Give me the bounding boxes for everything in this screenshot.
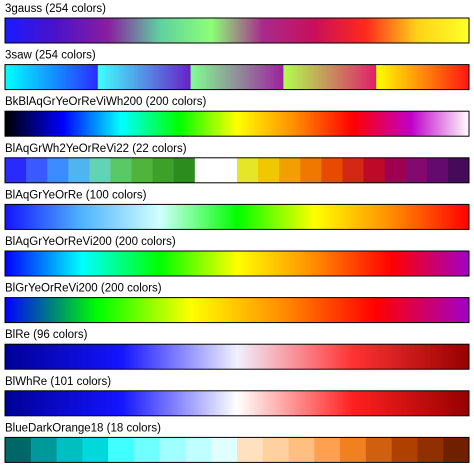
colormap-row: BlAqGrYeOrRe (100 colors) — [4, 189, 470, 230]
colormap-row: BlueDarkOrange18 (18 colors) — [4, 422, 470, 463]
colormap-label: BlAqGrYeOrRe (100 colors) — [5, 189, 147, 201]
colorbar-segment — [391, 437, 419, 463]
colormap-label: BkBlAqGrYeOrReViWh200 (200 colors) — [5, 96, 207, 108]
colormap-row: BlRe (96 colors) — [4, 329, 470, 370]
colormap-label: BlueDarkOrange18 (18 colors) — [5, 422, 161, 434]
colormap-row: BlWhRe (101 colors) — [4, 376, 470, 417]
colorbar-segment — [365, 437, 393, 463]
colorbar-segment — [5, 64, 99, 90]
colorbar-segment — [447, 157, 469, 183]
colorbar-segment — [190, 64, 284, 90]
colorbar-segment — [237, 157, 259, 183]
colorbar-segment — [443, 437, 469, 463]
colorbar-frame — [4, 157, 470, 184]
colormap-row: BkBlAqGrYeOrReViWh200 (200 colors) — [4, 96, 470, 137]
colorbar-segment — [279, 157, 301, 183]
colorbar-frame — [4, 297, 470, 324]
colorbar-frame — [4, 110, 470, 137]
colormap-label: 3saw (254 colors) — [5, 50, 96, 62]
colorbar-segment — [314, 437, 341, 463]
colorbar-segment — [376, 64, 469, 90]
colorbar-segment — [5, 111, 469, 137]
colorbar-segment — [283, 64, 377, 90]
colorbar-segment — [215, 157, 238, 183]
colorbar-segment — [56, 437, 83, 463]
colorbar-segment — [5, 251, 469, 276]
colorbar-segment — [5, 157, 27, 183]
colorbar-segment — [258, 157, 280, 183]
colormap-row: BlAqGrYeOrReVi200 (200 colors) — [4, 236, 470, 277]
colorbar-segment — [5, 204, 469, 230]
colormap-row: 3saw (254 colors) — [4, 50, 470, 91]
colormap-row: BlGrYeOrReVi200 (200 colors) — [4, 283, 470, 324]
colorbar-segment — [26, 157, 48, 183]
colormap-label: BlAqGrYeOrReVi200 (200 colors) — [5, 236, 176, 248]
colorbar-segment — [417, 437, 444, 463]
colorbar-segment — [340, 437, 367, 463]
colorbar-segment — [342, 157, 365, 183]
colorbar-segment — [363, 157, 386, 183]
colorbar-segment — [159, 437, 187, 463]
colorbar-segment — [131, 157, 154, 183]
colorbar-segment — [108, 437, 135, 463]
colorbar-segment — [97, 64, 192, 90]
colorbar-frame — [4, 436, 470, 463]
colorbar-segment — [185, 437, 212, 463]
colorbar-segment — [5, 297, 469, 323]
colorbar-segment — [194, 157, 217, 183]
colormap-label: BlRe (96 colors) — [5, 329, 88, 341]
colormap-row: BlAqGrWh2YeOrReVi22 (22 colors) — [4, 143, 470, 184]
colorbar-segment — [68, 157, 90, 183]
colorbar-segment — [262, 437, 290, 463]
colorbar-segment — [110, 157, 133, 183]
colorbar-segment — [5, 18, 469, 43]
colorbar-segment — [173, 157, 196, 183]
colorbar-segment — [405, 157, 428, 183]
colorbar-segment — [47, 157, 69, 183]
colorbar-frame — [4, 17, 470, 44]
colormap-label: BlAqGrWh2YeOrReVi22 (22 colors) — [5, 143, 187, 155]
colorbar-segment — [152, 157, 175, 183]
colorbar-frame — [4, 250, 470, 277]
colorbar-segment — [384, 157, 407, 183]
colorbar-segment — [82, 437, 109, 463]
colorbar-segment — [300, 157, 322, 183]
colorbar-frame — [4, 64, 470, 91]
colorbar-segment — [5, 390, 469, 416]
colorbar-frame — [4, 390, 470, 417]
colorbar-segment — [426, 157, 449, 183]
colorbar-segment — [89, 157, 112, 183]
colorbar-segment — [5, 344, 469, 370]
colorbar-segment — [133, 437, 161, 463]
colorbar-segment — [5, 437, 32, 463]
colormap-label: BlWhRe (101 colors) — [5, 376, 111, 388]
colormap-row: 3gauss (254 colors) — [4, 3, 470, 44]
colorbar-frame — [4, 343, 470, 370]
colormap-label: 3gauss (254 colors) — [5, 3, 106, 15]
colorbar-segment — [288, 437, 315, 463]
colorbar-frame — [4, 203, 470, 230]
colorbar-segment — [211, 437, 238, 463]
colorbar-segment — [30, 437, 58, 463]
colormap-label: BlGrYeOrReVi200 (200 colors) — [5, 283, 162, 295]
colorbar-segment — [237, 437, 264, 463]
colorbar-segment — [321, 157, 344, 183]
